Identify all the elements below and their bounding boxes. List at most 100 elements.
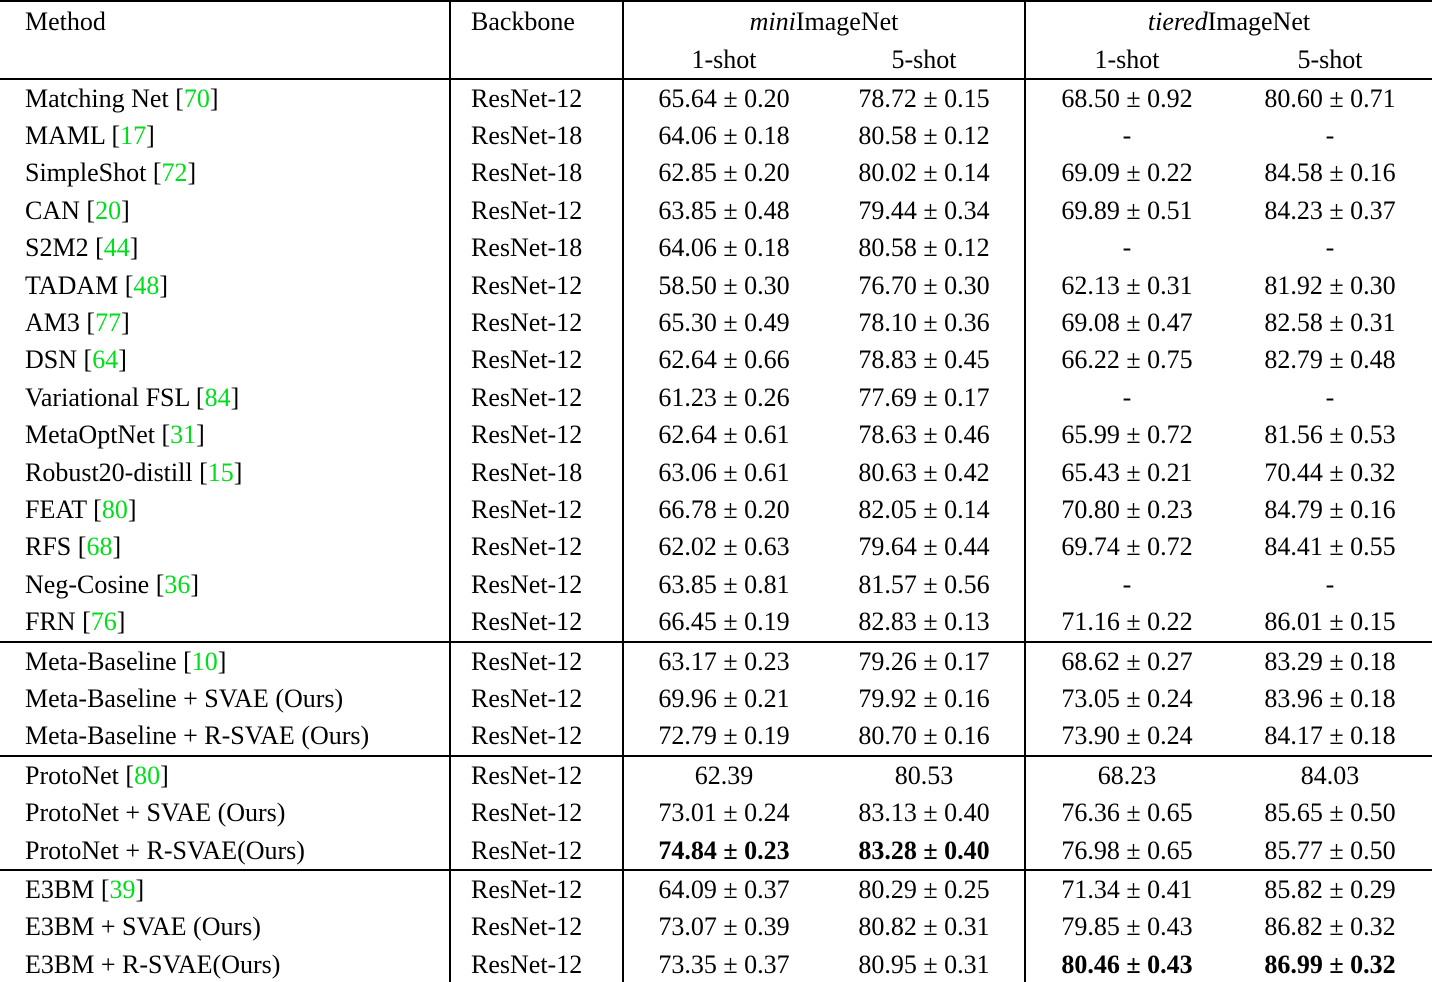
value-cell: - xyxy=(1122,569,1132,599)
citation-bracket-close: ] xyxy=(121,195,130,225)
value-cell: 73.05 ± 0.24 xyxy=(1061,683,1193,713)
citation-bracket-close: ] xyxy=(187,158,197,188)
value-cell: - xyxy=(1325,121,1335,151)
value-cell: 73.35 ± 0.37 xyxy=(658,949,790,979)
value-cell: 78.72 ± 0.15 xyxy=(824,79,1026,118)
method-cell: ProtoNet + R-SVAE(Ours) xyxy=(0,831,451,871)
value-cell: 81.92 ± 0.30 xyxy=(1264,270,1396,300)
value-cell: 69.96 ± 0.21 xyxy=(658,683,790,713)
citation-bracket-open: [ xyxy=(168,83,184,113)
value-cell: 66.45 ± 0.19 xyxy=(658,607,790,637)
backbone-cell: ResNet-18 xyxy=(450,154,624,193)
value-cell: 64.06 ± 0.18 xyxy=(658,121,790,151)
value-cell: 80.29 ± 0.25 xyxy=(824,870,1026,909)
method-label: E3BM + R-SVAE(Ours) xyxy=(25,949,281,979)
value-cell: 62.64 ± 0.61 xyxy=(658,420,790,450)
value-cell: 64.09 ± 0.37 xyxy=(658,874,790,904)
table-row: Variational FSL [84] ResNet-12 61.23 ± 0.2… xyxy=(0,379,1432,417)
method-cell: MAML [17] xyxy=(0,117,451,155)
header-mini-1shot: 1-shot xyxy=(691,45,757,74)
value-cell: 66.22 ± 0.75 xyxy=(1061,345,1193,375)
method-label: Variational FSL xyxy=(25,382,190,412)
citation-number: 77 xyxy=(95,308,122,338)
method-label: ProtoNet xyxy=(25,760,119,790)
citation-bracket-open: [ xyxy=(75,607,91,637)
table-row: AM3 [77] ResNet-12 65.30 ± 0.49 78.10 ± 0.3… xyxy=(0,304,1432,342)
method-cell: ProtoNet [80] xyxy=(0,756,451,795)
value-cell: 86.01 ± 0.15 xyxy=(1264,607,1396,637)
value-cell: 62.13 ± 0.31 xyxy=(1061,270,1193,300)
citation-number: 20 xyxy=(95,195,122,225)
value-cell: 64.06 ± 0.18 xyxy=(658,233,790,263)
value-cell: 80.58 ± 0.12 xyxy=(824,117,1026,155)
value-cell: 80.60 ± 0.71 xyxy=(1264,83,1396,113)
value-cell: 81.56 ± 0.53 xyxy=(1264,420,1396,450)
value-cell: 80.70 ± 0.16 xyxy=(824,717,1026,757)
table-section-1: Matching Net [70] ResNet-12 65.64 ± 0.20 78… xyxy=(0,79,1432,642)
method-cell: Meta-Baseline + R-SVAE (Ours) xyxy=(0,717,451,757)
value-cell: 62.02 ± 0.63 xyxy=(658,532,790,562)
table-row: FEAT [80] ResNet-12 66.78 ± 0.20 82.05 ± 0.… xyxy=(0,491,1432,529)
value-cell: 68.62 ± 0.27 xyxy=(1061,646,1193,676)
backbone-cell: ResNet-12 xyxy=(450,566,624,604)
value-cell: - xyxy=(1122,233,1132,263)
citation-number: 76 xyxy=(90,607,117,637)
method-label: SimpleShot xyxy=(25,158,147,188)
method-label: DSN xyxy=(25,345,78,375)
citation-number: 36 xyxy=(164,569,191,599)
value-cell: 63.85 ± 0.81 xyxy=(658,569,790,599)
value-cell: 79.85 ± 0.43 xyxy=(1061,912,1193,942)
method-cell: Meta-Baseline [10] xyxy=(0,641,451,681)
value-cell: 76.36 ± 0.65 xyxy=(1061,798,1193,828)
citation-number: 17 xyxy=(120,121,147,151)
value-cell: 63.17 ± 0.23 xyxy=(658,646,790,676)
value-cell: 85.82 ± 0.29 xyxy=(1264,874,1396,904)
method-label: Meta-Baseline + SVAE (Ours) xyxy=(25,683,344,713)
value-cell: 62.39 xyxy=(694,760,754,790)
method-cell: FEAT [80] xyxy=(0,491,451,529)
header-method: Method xyxy=(0,1,451,79)
table-row: DSN [64] ResNet-12 62.64 ± 0.66 78.83 ± 0.4… xyxy=(0,341,1432,380)
value-cell: 83.13 ± 0.40 xyxy=(824,794,1026,832)
tiered-italic-label: tiered xyxy=(1147,7,1208,36)
citation-bracket-open: [ xyxy=(146,158,162,188)
value-cell: 78.83 ± 0.45 xyxy=(824,341,1026,380)
method-label: Meta-Baseline + R-SVAE (Ours) xyxy=(25,721,370,751)
method-cell: S2M2 [44] xyxy=(0,229,451,267)
value-cell: 80.82 ± 0.31 xyxy=(824,908,1026,946)
table-row: SimpleShot [72] ResNet-18 62.85 ± 0.20 80.0… xyxy=(0,154,1432,193)
value-cell: 73.01 ± 0.24 xyxy=(658,798,790,828)
value-cell: 77.69 ± 0.17 xyxy=(824,379,1026,417)
backbone-cell: ResNet-18 xyxy=(450,117,624,155)
header-row-groups: Method Backbone miniImageNet tieredImage… xyxy=(0,1,1432,79)
citation-bracket-open: [ xyxy=(104,121,121,151)
citation-number: 80 xyxy=(101,494,128,524)
tiered-rest-label: ImageNet xyxy=(1207,7,1311,36)
citation-bracket-close: ] xyxy=(190,569,200,599)
value-cell: - xyxy=(1122,121,1132,151)
method-label: MAML xyxy=(25,121,105,151)
backbone-cell: ResNet-12 xyxy=(450,870,624,909)
header-tieredimagenet: tieredImageNet xyxy=(1025,1,1432,42)
citation-bracket-close: ] xyxy=(118,345,127,375)
backbone-cell: ResNet-12 xyxy=(450,794,624,832)
value-cell: 79.92 ± 0.16 xyxy=(824,680,1026,718)
method-cell: Variational FSL [84] xyxy=(0,379,451,417)
header-miniimagenet: miniImageNet xyxy=(623,1,1026,42)
citation-bracket-close: ] xyxy=(127,494,137,524)
value-cell: 83.28 ± 0.40 xyxy=(824,831,1026,871)
value-cell: 82.79 ± 0.48 xyxy=(1264,345,1396,375)
method-label: AM3 xyxy=(25,308,80,338)
method-cell: ProtoNet + SVAE (Ours) xyxy=(0,794,451,832)
table-section-2: Meta-Baseline [10] ResNet-12 63.17 ± 0.23 7… xyxy=(0,641,1432,757)
backbone-cell: ResNet-12 xyxy=(450,341,624,380)
value-cell: 62.85 ± 0.20 xyxy=(658,158,790,188)
table-row: RFS [68] ResNet-12 62.02 ± 0.63 79.64 ± 0.4… xyxy=(0,528,1432,567)
value-cell: 80.02 ± 0.14 xyxy=(824,154,1026,193)
value-cell: 84.79 ± 0.16 xyxy=(1264,494,1396,524)
method-label: MetaOptNet xyxy=(25,420,155,450)
method-cell: DSN [64] xyxy=(0,341,451,380)
citation-bracket-open: [ xyxy=(86,494,102,524)
backbone-cell: ResNet-12 xyxy=(450,831,624,871)
